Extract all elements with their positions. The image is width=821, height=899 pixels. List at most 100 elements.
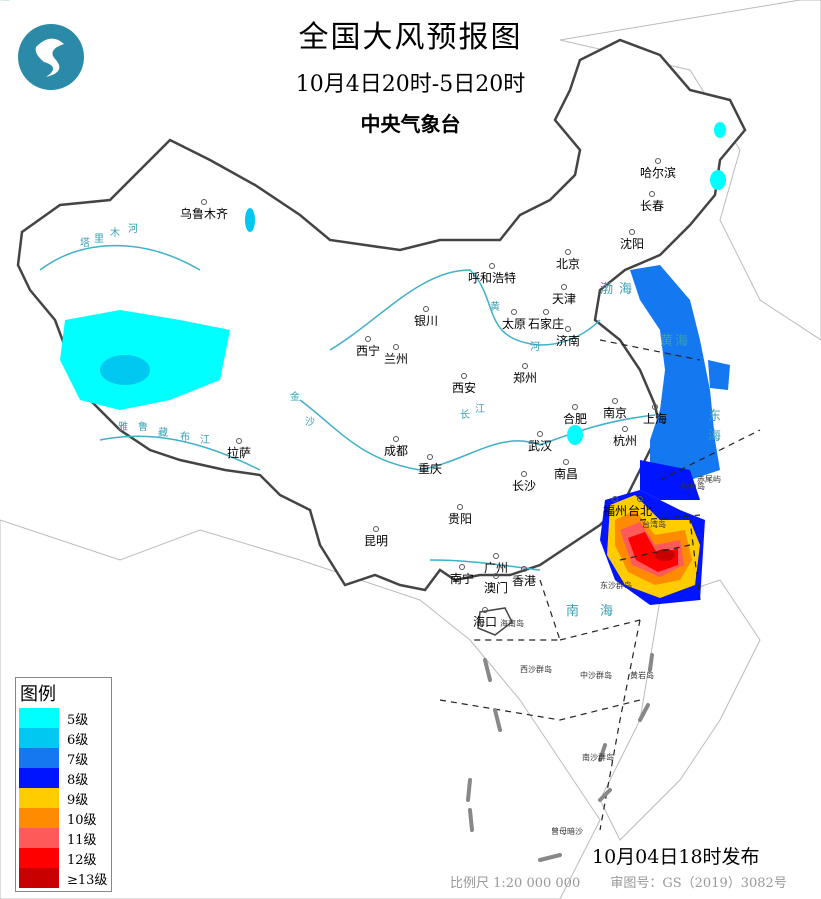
city-marker-icon (489, 263, 495, 269)
city-label: 澳门 (484, 580, 508, 595)
legend-label: 7级 (67, 752, 89, 768)
typhoon-wind-area (607, 495, 700, 598)
city-marker-icon (393, 344, 399, 350)
page-title: 全国大风预报图 (298, 20, 523, 55)
city-marker-icon (563, 459, 569, 465)
city-label: 香港 (512, 574, 536, 588)
city-label: 昆明 (364, 534, 388, 548)
city-label: 拉萨 (227, 445, 251, 460)
legend-item: 7级 (16, 748, 111, 768)
city-marker-icon (522, 363, 528, 369)
map-approval-number: 审图号：GS（2019）3082号 (610, 876, 787, 891)
city-marker-icon (521, 471, 527, 477)
wind-areas-level5-6 (60, 122, 726, 445)
legend-item: ≥13级 (16, 868, 111, 888)
china-outline (16, 38, 747, 592)
island-label: 曾母暗沙 (551, 826, 583, 836)
city-marker-icon (612, 398, 618, 404)
city-marker-icon (511, 309, 517, 315)
island-label: 钓鱼岛 (681, 481, 705, 491)
city-label: 贵阳 (448, 512, 472, 526)
city-marker-icon (543, 309, 549, 315)
river-label: 黄 (490, 300, 500, 313)
city-marker-icon (201, 199, 207, 205)
river-label: 江 (200, 434, 210, 446)
island-label: 台湾岛 (642, 519, 666, 529)
city-label: 济南 (556, 333, 580, 348)
river-label: 河 (530, 341, 540, 353)
legend-swatch (19, 748, 59, 768)
city-marker-icon (457, 504, 463, 510)
legend-swatch (19, 708, 59, 728)
city-marker-icon (652, 404, 658, 410)
sea-label: 海 (619, 282, 632, 297)
legend-swatch (19, 828, 59, 848)
city-marker-icon (236, 438, 242, 444)
city-label: 台北 (628, 503, 652, 518)
city-label: 合肥 (563, 411, 587, 426)
legend-swatch (19, 848, 59, 868)
river-label: 藏 (158, 427, 168, 439)
river-label: 木 (110, 227, 120, 239)
river-label: 雅 (118, 420, 128, 433)
legend: 图例 5级 6级 7级 8级 9级 10级 11级 12级 ≥13级 (15, 677, 112, 892)
sea-label: 南 (566, 603, 579, 619)
city-label: 成都 (384, 444, 408, 458)
issuer: 中央气象台 (360, 112, 461, 136)
city-label: 杭州 (613, 433, 637, 448)
city-marker-icon (521, 566, 527, 572)
city-label: 南宁 (450, 571, 474, 586)
city-marker-icon (493, 573, 499, 579)
forecast-period: 10月4日20时-5日20时 (295, 72, 526, 97)
island-label: 海南岛 (500, 618, 524, 628)
rivers (39, 244, 656, 571)
hainan-island (477, 607, 513, 636)
legend-label: 12级 (67, 852, 97, 868)
city-marker-icon (565, 249, 571, 255)
sea-label: 黄 (660, 334, 673, 349)
legend-item: 9级 (16, 788, 111, 808)
legend-label: ≥13级 (67, 872, 108, 888)
sea-label: 渤 (600, 281, 613, 297)
legend-item: 8级 (16, 768, 111, 788)
city-label: 银川 (414, 314, 438, 328)
city-marker-icon (493, 553, 499, 559)
city-marker-icon (565, 326, 571, 332)
city-label: 南京 (603, 405, 627, 420)
city-marker-icon (461, 373, 467, 379)
river-label: 金 (290, 390, 300, 403)
river-label: 沙 (305, 416, 315, 428)
nine-dash-line (466, 653, 654, 862)
city-marker-icon (649, 191, 655, 197)
sea-boundaries (439, 339, 761, 831)
legend-item: 10级 (16, 808, 111, 828)
city-label: 哈尔滨 (640, 165, 676, 180)
island-label: 赤尾屿 (697, 475, 721, 484)
legend-label: 5级 (67, 712, 89, 728)
legend-swatch (19, 788, 59, 808)
city-label: 郑州 (513, 370, 537, 385)
city-marker-icon (655, 158, 661, 164)
map-scale: 比例尺 1:20 000 000 (450, 876, 581, 891)
city-label: 北京 (556, 257, 580, 271)
city-marker-icon (482, 607, 488, 613)
river-label: 里 (94, 233, 104, 245)
footer: 比例尺 1:20 000 000 审图号：GS（2019）3082号 (450, 872, 813, 891)
legend-item: 12级 (16, 848, 111, 868)
cma-logo-icon (18, 24, 84, 90)
city-label: 呼和浩特 (468, 270, 516, 285)
river-labels: 塔里木河黄河长江雅鲁藏布江金沙江 (0, 0, 540, 446)
city-marker-icon (537, 431, 543, 437)
city-label: 南昌 (554, 466, 578, 481)
river-label: 塔 (80, 236, 90, 249)
city-label: 长沙 (512, 479, 536, 493)
issue-time: 10月04日18时发布 (592, 846, 760, 868)
island-label: 南沙群岛 (582, 752, 614, 762)
city-marker-icon (423, 306, 429, 312)
city-label: 兰州 (384, 352, 408, 366)
city-marker-icon (373, 526, 379, 532)
